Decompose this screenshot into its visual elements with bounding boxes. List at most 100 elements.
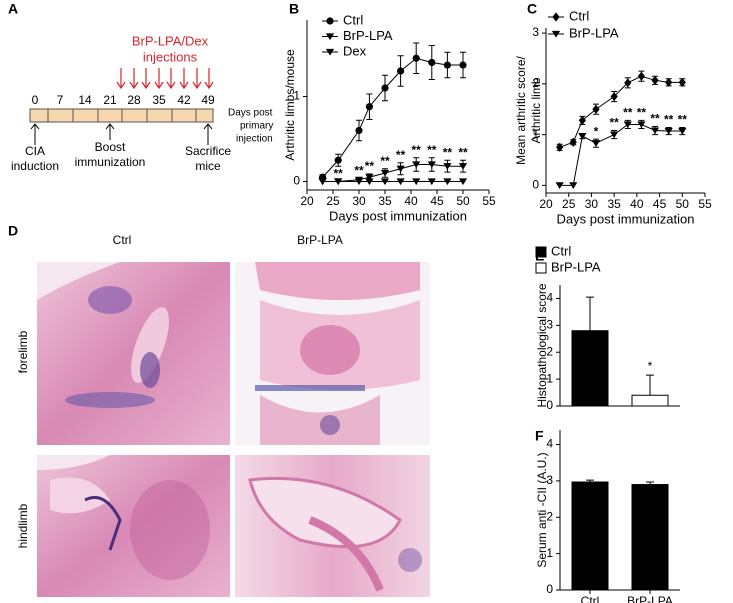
marker: [334, 156, 342, 164]
timeline: BrP-LPA/Dex injections Days post primary…: [11, 33, 273, 173]
significance: **: [354, 163, 364, 177]
x-tick-label: 45: [430, 194, 444, 208]
legend-swatch: [535, 262, 547, 274]
significance: **: [650, 112, 660, 126]
significance: **: [609, 116, 619, 130]
x-tick-label: 20: [539, 197, 553, 211]
marker: [355, 126, 363, 135]
marker: [354, 178, 364, 186]
x-tick-label: 35: [607, 197, 621, 211]
x-tick-label: 25: [562, 197, 576, 211]
bar: [631, 484, 669, 591]
marker: [665, 77, 673, 87]
marker: [678, 77, 686, 87]
marker: [365, 103, 373, 111]
marker: [458, 163, 468, 170]
marker: [427, 161, 436, 169]
panel-label: F: [535, 428, 544, 444]
day-label: 42: [177, 93, 191, 107]
day-label: 7: [57, 93, 64, 107]
y-tick-label: 0: [546, 582, 553, 596]
marker: [555, 182, 564, 189]
row-label: forelimb: [16, 330, 30, 373]
x-tick-label: BrP-LPA: [627, 594, 673, 603]
significance: **: [458, 145, 468, 159]
y-tick-label: 2: [546, 344, 553, 358]
day-label: 28: [127, 93, 141, 107]
legend-swatch: [535, 246, 547, 258]
marker: [637, 71, 645, 81]
y-axis-label: Serum anti -CII (A.U.): [535, 452, 549, 567]
legend-marker: [325, 33, 335, 41]
y-tick-label: 1: [546, 546, 553, 560]
marker: [412, 161, 421, 169]
significance: *: [594, 124, 599, 138]
x-tick-label: 40: [630, 197, 644, 211]
timeline-axis-label: injection: [236, 134, 273, 145]
panel-label: B: [289, 1, 299, 17]
significance: **: [412, 143, 422, 157]
event-arrows: [30, 123, 213, 145]
marker: [381, 84, 389, 92]
significance: *: [648, 359, 653, 373]
micrograph: [235, 262, 430, 445]
timeline-axis-label: primary: [240, 121, 273, 132]
x-axis-label: Days post immunization: [329, 208, 467, 223]
marker: [396, 165, 405, 173]
legend-marker: [325, 48, 335, 56]
event-label: Sacrifice: [185, 144, 231, 158]
injection-arrows: [116, 68, 214, 90]
x-tick-label: 20: [300, 194, 314, 208]
legend-label: BrP-LPA: [343, 28, 393, 43]
significance: **: [637, 106, 647, 120]
y-tick-label: 2: [546, 509, 553, 523]
marker: [610, 131, 619, 139]
marker: [334, 178, 343, 186]
y-tick-label: 3: [546, 318, 553, 332]
injection-label: injections: [143, 49, 198, 64]
x-tick-label: 30: [352, 194, 366, 208]
day-label: 21: [103, 93, 117, 107]
micrograph: [37, 455, 230, 597]
marker: [610, 91, 618, 102]
micrograph: [37, 262, 230, 445]
x-tick-label: 50: [676, 197, 690, 211]
marker: [556, 142, 564, 152]
marker: [318, 178, 327, 186]
series-line: [322, 164, 463, 182]
marker: [443, 61, 451, 69]
significance: **: [678, 113, 688, 127]
bar: [631, 394, 669, 407]
y-tick-label: 1: [546, 371, 553, 385]
error-bar: [646, 374, 654, 396]
significance: **: [334, 167, 344, 181]
x-tick-label: 55: [482, 194, 496, 208]
marker: [365, 178, 374, 186]
column-label: BrP-LPA: [297, 233, 343, 247]
marker: [678, 127, 687, 135]
event-label: mice: [195, 159, 221, 173]
y-tick-label: 3: [532, 25, 539, 39]
marker: [443, 163, 452, 170]
legend-label: Ctrl: [569, 8, 589, 23]
legend-label: Dex: [343, 43, 367, 58]
event-label: Boost: [95, 140, 126, 154]
column-label: Ctrl: [113, 233, 132, 247]
legend-label: Ctrl: [551, 243, 571, 258]
marker: [427, 178, 436, 186]
marker: [397, 67, 405, 75]
y-tick-label: 4: [546, 291, 553, 305]
day-label: 49: [201, 93, 215, 107]
y-tick-label: 1: [293, 89, 300, 103]
marker: [569, 137, 577, 147]
x-tick-label: Ctrl: [581, 594, 600, 603]
y-tick-label: 4: [546, 437, 553, 451]
legend-marker: [552, 12, 560, 22]
event-label: immunization: [75, 155, 146, 169]
day-label: 0: [32, 93, 39, 107]
x-tick-label: 35: [378, 194, 392, 208]
marker: [380, 178, 390, 186]
marker: [651, 75, 659, 85]
marker: [412, 178, 421, 186]
x-axis-label: Days post immunization: [557, 211, 695, 226]
